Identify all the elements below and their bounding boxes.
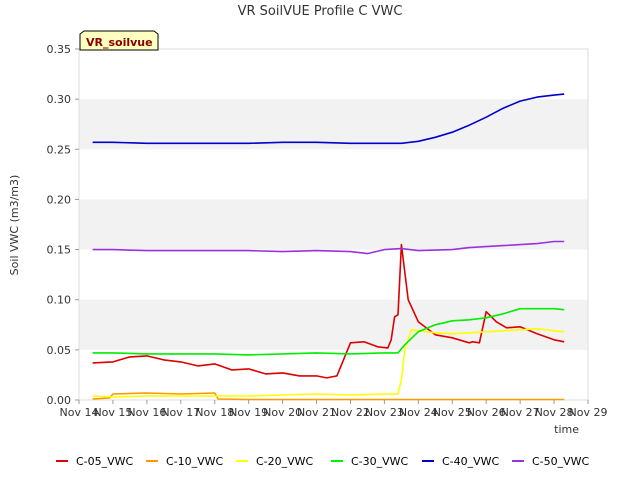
x-tick-label: Nov 27 [501, 406, 540, 419]
plot-bands [79, 99, 588, 350]
dataset-badge: VR_soilvue [79, 30, 159, 51]
legend: C-05_VWC C-10_VWC C-20_VWC C-30_VWC C-40_VWC… [56, 455, 590, 468]
x-tick-label: Nov 26 [467, 406, 506, 419]
series-lines [92, 93, 565, 401]
y-tick-label: 0.30 [47, 93, 72, 106]
legend-label: C-50_VWC [532, 455, 590, 468]
grid-band [79, 199, 588, 250]
chart-title: VR SoilVUE Profile C VWC [238, 4, 403, 19]
series-line-c-05-vwc [92, 243, 565, 379]
series-line-c-10-vwc [92, 392, 565, 401]
y-tick-label: 0.20 [47, 193, 72, 206]
x-tick-label: Nov 23 [365, 406, 404, 419]
legend-label: C-10_VWC [166, 455, 224, 468]
legend-label: C-05_VWC [76, 455, 134, 468]
y-tick-label: 0.35 [47, 43, 72, 56]
x-tick-label: Nov 15 [93, 406, 132, 419]
series-line-c-30-vwc [92, 307, 565, 356]
legend-item: C-30_VWC [331, 455, 409, 468]
x-tick-label: Nov 17 [161, 406, 200, 419]
legend-label: C-30_VWC [351, 455, 409, 468]
y-axis-title: Soil VWC (m3/m3) [8, 175, 21, 276]
x-tick-label: Nov 16 [127, 406, 166, 419]
x-tick-label: Nov 28 [535, 406, 574, 419]
legend-item: C-20_VWC [236, 455, 314, 468]
x-tick-label: Nov 22 [331, 406, 370, 419]
x-tick-label: Nov 21 [297, 406, 336, 419]
y-tick-label: 0.05 [47, 344, 72, 357]
series-line-c-20-vwc [92, 327, 565, 398]
legend-item: C-50_VWC [512, 455, 590, 468]
dataset-badge-label: VR_soilvue [86, 36, 153, 49]
y-tick-label: 0.00 [47, 394, 72, 407]
grid-band [79, 299, 588, 350]
legend-item: C-05_VWC [56, 455, 134, 468]
y-tick-label: 0.10 [47, 294, 72, 307]
y-axis-ticks: 0.00 0.05 0.10 0.15 0.20 0.25 0.30 0.35 [47, 43, 79, 407]
x-tick-label: Nov 25 [433, 406, 472, 419]
legend-label: C-40_VWC [442, 455, 500, 468]
series-line-c-50-vwc [92, 240, 565, 255]
x-tick-label: Nov 24 [399, 406, 438, 419]
x-tick-label: Nov 14 [60, 406, 99, 419]
legend-item: C-10_VWC [146, 455, 224, 468]
x-tick-label: Nov 29 [569, 406, 608, 419]
grid-band [79, 99, 588, 150]
series-line-c-40-vwc [92, 93, 565, 145]
x-axis-title: time [554, 423, 579, 436]
legend-item: C-40_VWC [422, 455, 500, 468]
y-tick-label: 0.15 [47, 244, 72, 257]
y-tick-label: 0.25 [47, 143, 72, 156]
legend-label: C-20_VWC [256, 455, 314, 468]
x-tick-label: Nov 19 [229, 406, 268, 419]
x-tick-label: Nov 20 [263, 406, 302, 419]
x-tick-label: Nov 18 [195, 406, 234, 419]
